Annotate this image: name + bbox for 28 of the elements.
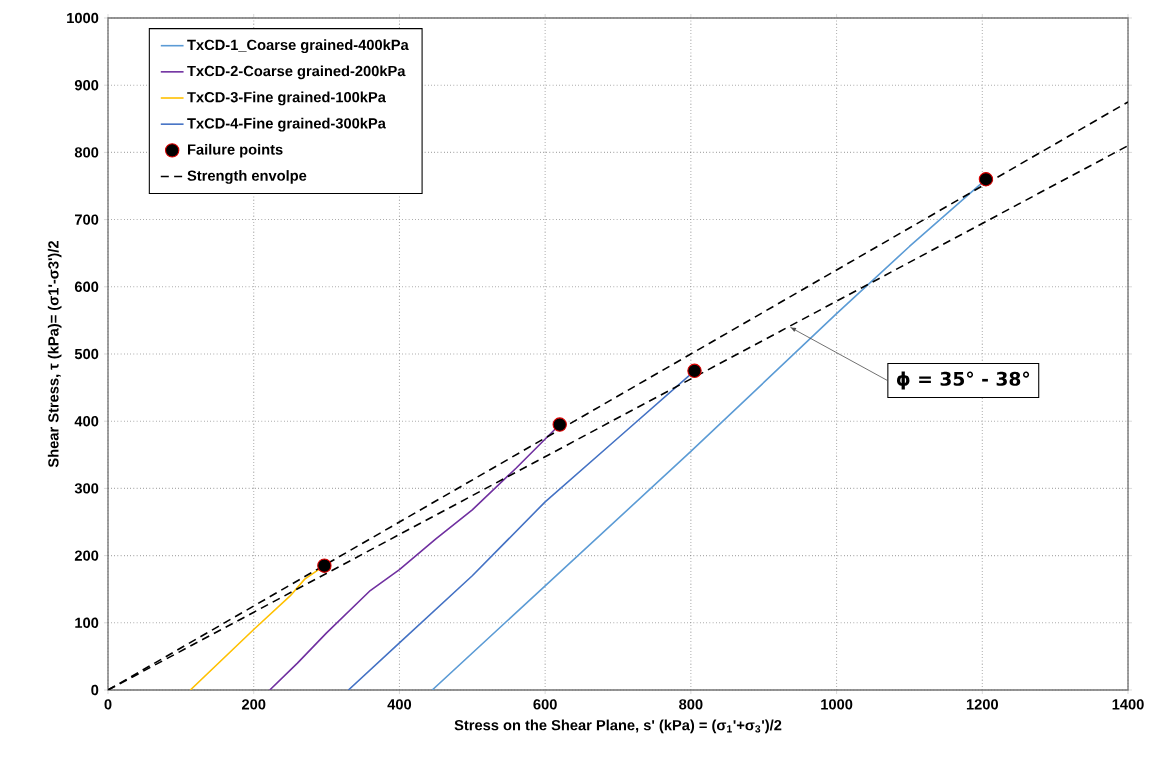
y-tick-label: 600 — [74, 281, 99, 292]
x-tick-label: 400 — [387, 699, 412, 710]
y-tick-label: 1000 — [67, 12, 99, 24]
x-axis-title: Stress on the Shear Plane, s' (kPa) = (σ$_{1}$'+σ$_{3}$')/2 — [454, 719, 782, 734]
y-tick-label: 300 — [74, 483, 99, 494]
annotation: ϕ = 35° - 38° — [896, 371, 1030, 390]
y-tick-label: 700 — [75, 214, 99, 225]
x-tick-label: 1000 — [821, 699, 853, 710]
y-tick-label: 500 — [74, 348, 99, 360]
legend-label: TxCD-3-Fine grained-100kPa — [187, 91, 386, 106]
y-tick-label: 400 — [74, 416, 99, 427]
legend-label: TxCD-2-Coarse grained-200kPa — [187, 65, 406, 80]
y-axis-title: Shear Stress, τ (kPa)= (σ1'-σ3')/2 — [47, 241, 62, 468]
x-tick-label: 1200 — [966, 699, 998, 710]
legend-label: Failure points — [188, 143, 283, 158]
legend-label: Strength envolpe — [187, 170, 307, 184]
y-tick-label: 0 — [91, 684, 99, 696]
x-tick-label: 0 — [104, 699, 112, 710]
y-tick-label: 900 — [74, 80, 99, 91]
y-tick-label: 100 — [75, 617, 99, 628]
x-tick-label: 200 — [241, 699, 266, 710]
x-tick-label: 600 — [533, 699, 557, 710]
y-tick-label: 800 — [74, 147, 99, 158]
legend-label: TxCD-4-Fine grained-300kPa — [187, 117, 386, 132]
x-tick-label: 1400 — [1112, 699, 1144, 710]
x-tick-label: 800 — [679, 699, 703, 710]
legend-label: TxCD-1_Coarse grained-400kPa — [187, 39, 409, 54]
y-tick-label: 200 — [74, 550, 99, 561]
